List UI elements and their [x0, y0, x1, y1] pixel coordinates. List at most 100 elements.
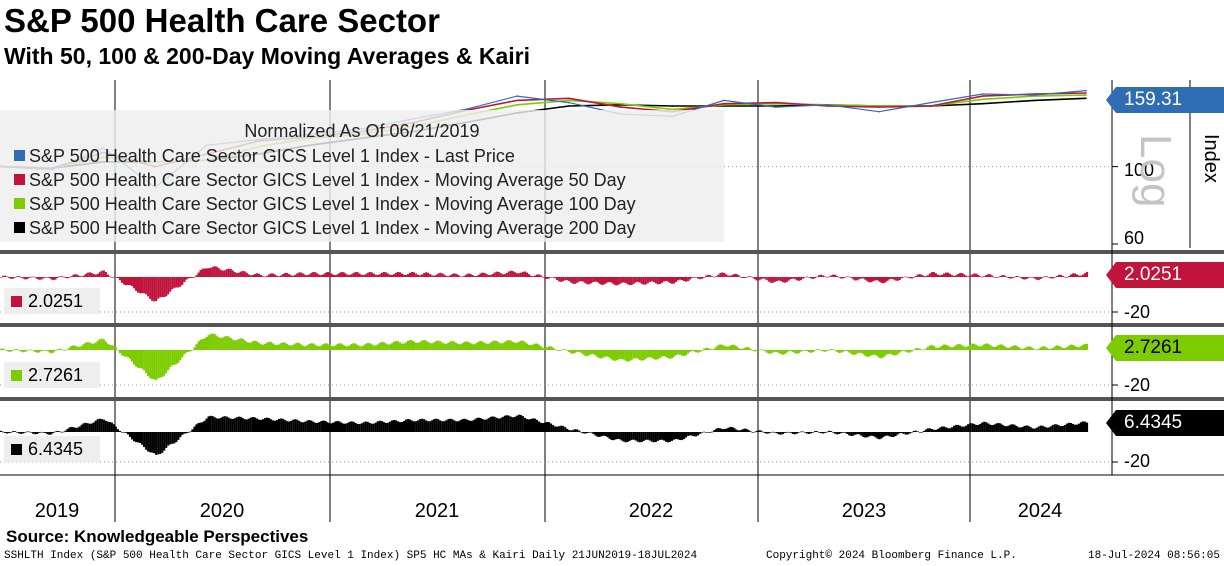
kairi-bar — [858, 350, 861, 353]
kairi-bar — [562, 277, 565, 282]
kairi-bar — [713, 348, 716, 350]
kairi-bar — [336, 344, 339, 350]
kairi-bar — [564, 349, 567, 350]
kairi-bar — [394, 272, 397, 277]
kairi-bar — [574, 350, 577, 353]
kairi-bar — [417, 274, 420, 277]
kairi-bar — [52, 432, 55, 433]
kairi-bar — [664, 277, 667, 281]
kairi-bar — [26, 277, 29, 280]
kairi-bar — [544, 422, 547, 432]
kairi-bar — [330, 346, 333, 350]
kairi-bar — [1019, 277, 1022, 278]
kairi-bar — [340, 422, 343, 432]
kairi-bar — [945, 272, 948, 277]
kairi-bar — [298, 420, 301, 432]
kairi-bar — [727, 427, 730, 432]
kairi-bar — [735, 273, 738, 277]
kairi-bar — [824, 350, 827, 352]
kairi-bar — [874, 350, 877, 355]
kairi-bar — [306, 345, 309, 350]
kairi-bar — [4, 432, 7, 433]
kairi-bar — [967, 346, 970, 350]
kairi-bar — [930, 345, 933, 350]
kairi-bar — [787, 431, 790, 433]
kairi-bar — [455, 343, 458, 350]
kairi-bar — [955, 424, 958, 432]
kairi-bar — [650, 277, 653, 282]
kairi-bar — [838, 277, 841, 278]
kairi-bar — [177, 432, 180, 440]
kairi-bar — [904, 276, 907, 278]
kairi-bar — [830, 349, 833, 350]
kairi-bar — [441, 342, 444, 350]
kairi-bar — [721, 344, 724, 350]
kairi-bar — [368, 422, 371, 432]
kairi-bar — [517, 414, 520, 432]
kairi-bar — [386, 273, 389, 277]
kairi-bar — [1069, 344, 1072, 350]
kairi-bar — [793, 277, 796, 280]
kairi-bar — [606, 432, 609, 438]
kairi-bar — [626, 277, 629, 285]
kairi-bar — [249, 417, 252, 432]
kairi-bar — [235, 417, 238, 432]
series-ma50-point — [981, 95, 984, 97]
kairi-bar — [276, 420, 279, 432]
kairi-bar — [689, 432, 692, 436]
kairi-bar — [808, 277, 811, 278]
kairi-bar — [634, 277, 637, 283]
kairi-bar — [151, 350, 154, 380]
kairi-bar — [529, 275, 532, 277]
kairi-bar — [386, 422, 389, 432]
kairi-bar — [1065, 277, 1068, 278]
kairi-bar — [86, 342, 89, 350]
legend-item-ma50: S&P 500 Health Care Sector GICS Level 1 … — [14, 170, 626, 191]
kairi-bar — [209, 415, 212, 432]
kairi-bar — [660, 432, 663, 440]
kairi-bar — [683, 350, 686, 356]
kairi-bar — [703, 431, 706, 433]
kairi-bar — [755, 350, 758, 352]
kairi50-value: 2.0251 — [28, 291, 84, 311]
kairi-bar — [965, 346, 968, 350]
kairi-bar — [1011, 277, 1014, 279]
kairi-bar — [725, 428, 728, 432]
kairi-bar — [695, 277, 698, 278]
kairi-bar — [789, 432, 792, 433]
kairi-bar — [890, 432, 893, 437]
kairi-bar — [965, 275, 968, 277]
kairi-bar — [852, 350, 855, 355]
kairi-bar — [523, 417, 526, 432]
kairi-bar — [824, 432, 827, 433]
kairi-bar — [207, 335, 210, 350]
kairi-bar — [820, 274, 823, 277]
kairi-bar — [235, 273, 238, 277]
kairi-bar — [697, 432, 700, 436]
kairi-bar — [425, 340, 428, 350]
kairi-bar — [942, 426, 945, 432]
kairi-bar — [302, 345, 305, 350]
kairi-bar — [274, 344, 277, 350]
kairi-bar — [600, 432, 603, 437]
kairi-bar — [489, 275, 492, 277]
kairi-bar — [82, 275, 85, 277]
kairi-bar — [255, 418, 258, 432]
kairi-bar — [253, 417, 256, 432]
kairi-bar — [52, 350, 55, 353]
kairi-bar — [419, 275, 422, 277]
kairi-bar — [54, 277, 57, 280]
kairi-bar — [626, 350, 629, 362]
kairi-bar — [795, 432, 798, 434]
kairi-bar — [334, 421, 337, 432]
kairi-bar — [797, 432, 800, 433]
kairi-bar — [161, 277, 164, 297]
kairi-bar — [143, 350, 146, 371]
kairi-bar — [681, 432, 684, 441]
kairi-bar — [934, 429, 937, 432]
kairi-bar — [803, 277, 806, 278]
kairi-bar — [1084, 273, 1087, 277]
kairi-bar — [932, 429, 935, 432]
kairi-bar — [920, 274, 923, 277]
kairi-bar — [20, 350, 23, 352]
